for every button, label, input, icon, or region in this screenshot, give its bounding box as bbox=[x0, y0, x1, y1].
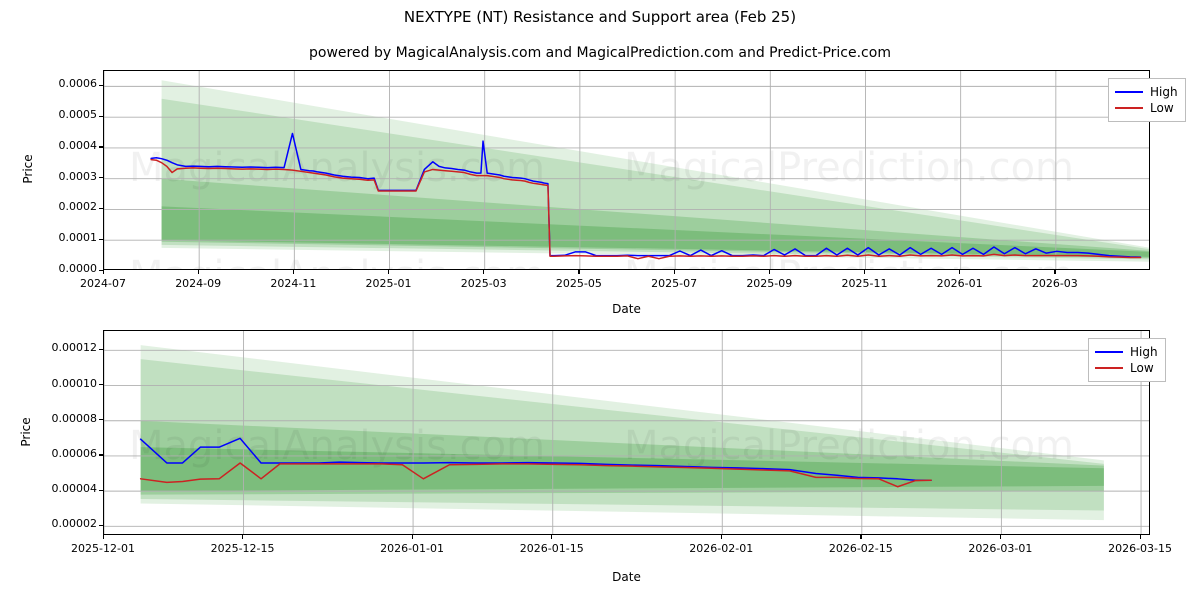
y-tick-mark bbox=[99, 454, 103, 456]
x-tick-label: 2026-03-01 bbox=[968, 542, 1033, 555]
top-legend: High Low bbox=[1108, 78, 1186, 122]
top-plot-area: MagicalAnalysis.com MagicalPrediction.com… bbox=[103, 70, 1150, 270]
x-tick-mark bbox=[720, 535, 722, 539]
x-tick-label: 2024-09 bbox=[175, 277, 222, 290]
x-tick-label: 2026-02-01 bbox=[689, 542, 754, 555]
x-tick-label: 2026-03-15 bbox=[1108, 542, 1173, 555]
y-tick-label: 0.00010 bbox=[51, 376, 98, 390]
page-subtitle: powered by MagicalAnalysis.com and Magic… bbox=[309, 45, 891, 61]
x-tick-label: 2026-03 bbox=[1031, 277, 1078, 290]
y-tick-label: 0.00008 bbox=[51, 411, 98, 425]
x-tick-label: 2026-01 bbox=[936, 277, 983, 290]
y-tick-mark bbox=[99, 384, 103, 386]
y-tick-label: 0.0003 bbox=[58, 169, 98, 183]
x-tick-mark bbox=[551, 535, 553, 539]
svg-text:MagicalAnalysis.com: MagicalAnalysis.com bbox=[129, 423, 545, 469]
x-tick-mark bbox=[388, 270, 390, 274]
y-tick-mark bbox=[99, 146, 103, 148]
x-tick-label: 2024-07 bbox=[80, 277, 126, 290]
legend-label: Low bbox=[1150, 100, 1174, 115]
x-tick-mark bbox=[292, 270, 295, 274]
x-tick-mark bbox=[102, 535, 104, 539]
x-tick-label: 2026-02-15 bbox=[828, 542, 893, 555]
svg-text:MagicalPrediction.com: MagicalPrediction.com bbox=[624, 145, 1074, 191]
y-tick-label: 0.0000 bbox=[58, 262, 98, 275]
x-tick-mark bbox=[768, 270, 770, 274]
bottom-legend: High Low bbox=[1088, 338, 1166, 382]
y-tick-label: 0.0002 bbox=[58, 200, 98, 214]
bottom-plot-area: MagicalAnalysis.com MagicalPrediction.com bbox=[103, 330, 1150, 535]
legend-label: High bbox=[1150, 84, 1178, 99]
svg-text:MagicalPrediction.com: MagicalPrediction.com bbox=[624, 253, 1074, 270]
legend-line-swatch bbox=[1115, 91, 1143, 93]
y-tick-mark bbox=[99, 238, 103, 240]
y-tick-mark bbox=[99, 489, 103, 491]
x-tick-label: 2026-01-01 bbox=[380, 542, 445, 555]
y-tick-mark bbox=[99, 419, 103, 421]
x-tick-label: 2025-07 bbox=[651, 277, 698, 290]
y-tick-label: 0.00002 bbox=[51, 517, 98, 531]
x-tick-label: 2025-09 bbox=[746, 277, 793, 290]
svg-text:MagicalAnalysis.com: MagicalAnalysis.com bbox=[129, 253, 545, 270]
legend-line-swatch bbox=[1095, 367, 1123, 369]
top-x-axis-label: Date bbox=[612, 302, 641, 316]
x-tick-mark bbox=[673, 270, 675, 274]
x-tick-label: 2026-01-15 bbox=[519, 542, 584, 555]
legend-label: High bbox=[1130, 344, 1158, 359]
y-tick-label: 0.0006 bbox=[58, 77, 98, 91]
bottom-plot-svg: MagicalAnalysis.com MagicalPrediction.com bbox=[104, 331, 1149, 534]
x-tick-mark bbox=[999, 535, 1002, 539]
top-plot-svg: MagicalAnalysis.com MagicalPrediction.com… bbox=[104, 71, 1149, 270]
x-tick-mark bbox=[860, 535, 862, 539]
y-tick-mark bbox=[99, 84, 103, 87]
x-tick-label: 2025-03 bbox=[460, 277, 507, 290]
y-tick-label: 0.00012 bbox=[51, 341, 98, 355]
x-tick-mark bbox=[102, 270, 104, 274]
legend-item-low[interactable]: Low bbox=[1115, 100, 1178, 116]
y-tick-label: 0.0004 bbox=[58, 138, 98, 152]
x-tick-mark bbox=[411, 535, 413, 539]
x-tick-mark bbox=[863, 270, 866, 274]
x-tick-mark bbox=[1054, 270, 1056, 274]
x-tick-label: 2025-12-15 bbox=[210, 542, 275, 555]
page-title: NEXTYPE (NT) Resistance and Support area… bbox=[403, 8, 797, 26]
svg-text:MagicalPrediction.com: MagicalPrediction.com bbox=[624, 423, 1074, 469]
y-tick-mark bbox=[99, 177, 103, 179]
y-tick-mark bbox=[99, 207, 103, 210]
x-tick-label: 2024-11 bbox=[270, 277, 317, 290]
y-tick-label: 0.00004 bbox=[51, 482, 98, 496]
x-tick-label: 2025-01 bbox=[365, 277, 412, 290]
x-tick-mark bbox=[483, 270, 485, 274]
legend-line-swatch bbox=[1115, 107, 1143, 109]
x-tick-mark bbox=[197, 270, 199, 274]
x-tick-mark bbox=[959, 270, 961, 274]
bottom-x-axis-label: Date bbox=[612, 570, 641, 584]
x-tick-mark bbox=[578, 270, 580, 274]
x-tick-label: 2025-12-01 bbox=[71, 542, 135, 555]
legend-line-swatch bbox=[1095, 351, 1123, 353]
y-tick-label: 0.0001 bbox=[58, 231, 98, 245]
y-tick-mark bbox=[99, 348, 103, 351]
x-tick-mark bbox=[242, 535, 244, 539]
y-tick-mark bbox=[99, 524, 103, 526]
y-tick-label: 0.00006 bbox=[51, 446, 98, 460]
y-tick-label: 0.0005 bbox=[58, 108, 98, 122]
x-tick-label: 2025-11 bbox=[841, 277, 888, 290]
x-tick-label: 2025-05 bbox=[555, 277, 602, 290]
y-tick-mark bbox=[99, 115, 103, 117]
legend-item-high[interactable]: High bbox=[1115, 84, 1178, 100]
x-tick-mark bbox=[1139, 535, 1141, 539]
legend-item-high[interactable]: High bbox=[1095, 344, 1158, 360]
y-tick-mark bbox=[99, 269, 103, 271]
legend-label: Low bbox=[1130, 360, 1154, 375]
legend-item-low[interactable]: Low bbox=[1095, 360, 1158, 376]
